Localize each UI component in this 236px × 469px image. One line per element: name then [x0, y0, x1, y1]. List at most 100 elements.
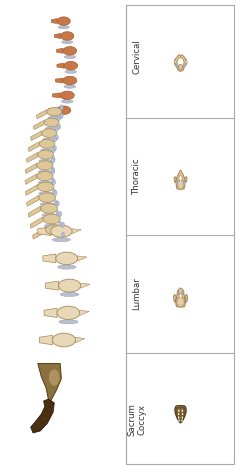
- Ellipse shape: [46, 225, 63, 235]
- Polygon shape: [36, 110, 47, 119]
- Ellipse shape: [64, 85, 76, 88]
- Polygon shape: [80, 310, 89, 316]
- Ellipse shape: [58, 265, 76, 269]
- Ellipse shape: [61, 32, 74, 40]
- Ellipse shape: [179, 294, 182, 299]
- Ellipse shape: [182, 290, 184, 295]
- Polygon shape: [76, 337, 85, 343]
- Ellipse shape: [52, 180, 55, 185]
- Polygon shape: [33, 227, 46, 239]
- Polygon shape: [56, 48, 63, 53]
- Ellipse shape: [65, 70, 76, 74]
- Ellipse shape: [57, 306, 80, 319]
- Polygon shape: [78, 256, 87, 261]
- Ellipse shape: [179, 175, 182, 182]
- Ellipse shape: [59, 320, 78, 324]
- Text: Sacrum
Coccyx: Sacrum Coccyx: [127, 403, 147, 436]
- Ellipse shape: [41, 149, 54, 152]
- Polygon shape: [25, 184, 38, 196]
- Ellipse shape: [48, 116, 60, 120]
- Ellipse shape: [38, 182, 54, 191]
- Text: Cervical: Cervical: [132, 39, 141, 74]
- Ellipse shape: [56, 211, 59, 216]
- Polygon shape: [38, 227, 51, 235]
- Ellipse shape: [58, 124, 61, 129]
- Ellipse shape: [63, 76, 77, 85]
- Ellipse shape: [60, 91, 74, 99]
- Ellipse shape: [59, 279, 81, 292]
- Polygon shape: [38, 363, 61, 401]
- Polygon shape: [28, 142, 39, 151]
- Ellipse shape: [54, 190, 57, 196]
- Ellipse shape: [177, 58, 184, 67]
- Ellipse shape: [37, 172, 53, 181]
- Ellipse shape: [178, 181, 183, 188]
- Polygon shape: [44, 308, 57, 318]
- Polygon shape: [174, 54, 187, 71]
- Polygon shape: [174, 170, 187, 189]
- Ellipse shape: [39, 159, 52, 163]
- Polygon shape: [54, 33, 61, 38]
- Polygon shape: [51, 19, 57, 23]
- Polygon shape: [30, 131, 42, 141]
- Ellipse shape: [59, 212, 62, 217]
- Ellipse shape: [58, 26, 69, 29]
- Polygon shape: [25, 174, 37, 184]
- Ellipse shape: [58, 115, 61, 121]
- Ellipse shape: [64, 61, 78, 70]
- Circle shape: [174, 60, 176, 64]
- Ellipse shape: [176, 64, 178, 68]
- Ellipse shape: [52, 189, 55, 194]
- Ellipse shape: [183, 64, 185, 68]
- Ellipse shape: [62, 40, 73, 44]
- Ellipse shape: [60, 113, 63, 119]
- Ellipse shape: [61, 232, 65, 237]
- Ellipse shape: [57, 106, 71, 114]
- Polygon shape: [81, 283, 90, 288]
- Ellipse shape: [53, 137, 56, 142]
- Text: Thoracic: Thoracic: [132, 158, 141, 194]
- Polygon shape: [26, 152, 38, 162]
- Ellipse shape: [53, 146, 56, 151]
- Ellipse shape: [54, 200, 57, 205]
- Circle shape: [182, 417, 183, 418]
- Ellipse shape: [49, 370, 59, 386]
- Text: Lumbar: Lumbar: [132, 277, 141, 310]
- Polygon shape: [25, 163, 37, 174]
- Circle shape: [182, 413, 183, 415]
- Ellipse shape: [45, 127, 58, 130]
- Ellipse shape: [44, 118, 59, 127]
- Circle shape: [181, 420, 182, 422]
- Circle shape: [178, 410, 179, 412]
- Ellipse shape: [179, 65, 182, 69]
- Polygon shape: [30, 217, 43, 228]
- Ellipse shape: [38, 170, 52, 174]
- Circle shape: [179, 420, 180, 422]
- Ellipse shape: [59, 221, 62, 227]
- Ellipse shape: [40, 203, 54, 206]
- Ellipse shape: [52, 157, 55, 162]
- Ellipse shape: [41, 204, 58, 213]
- Ellipse shape: [43, 214, 60, 224]
- Ellipse shape: [177, 290, 179, 295]
- Polygon shape: [174, 288, 187, 307]
- Circle shape: [182, 410, 183, 412]
- Ellipse shape: [63, 46, 76, 55]
- Ellipse shape: [64, 55, 76, 59]
- Ellipse shape: [39, 192, 53, 195]
- Ellipse shape: [61, 222, 65, 227]
- Polygon shape: [72, 229, 81, 234]
- Ellipse shape: [177, 296, 185, 307]
- Ellipse shape: [51, 169, 55, 174]
- Ellipse shape: [52, 237, 70, 242]
- Ellipse shape: [177, 180, 184, 189]
- Polygon shape: [55, 78, 63, 83]
- Polygon shape: [176, 407, 185, 421]
- Ellipse shape: [61, 100, 73, 103]
- Ellipse shape: [38, 150, 54, 159]
- Ellipse shape: [42, 213, 56, 217]
- Ellipse shape: [184, 180, 185, 185]
- Polygon shape: [48, 108, 57, 113]
- Ellipse shape: [60, 292, 79, 296]
- Polygon shape: [52, 93, 60, 98]
